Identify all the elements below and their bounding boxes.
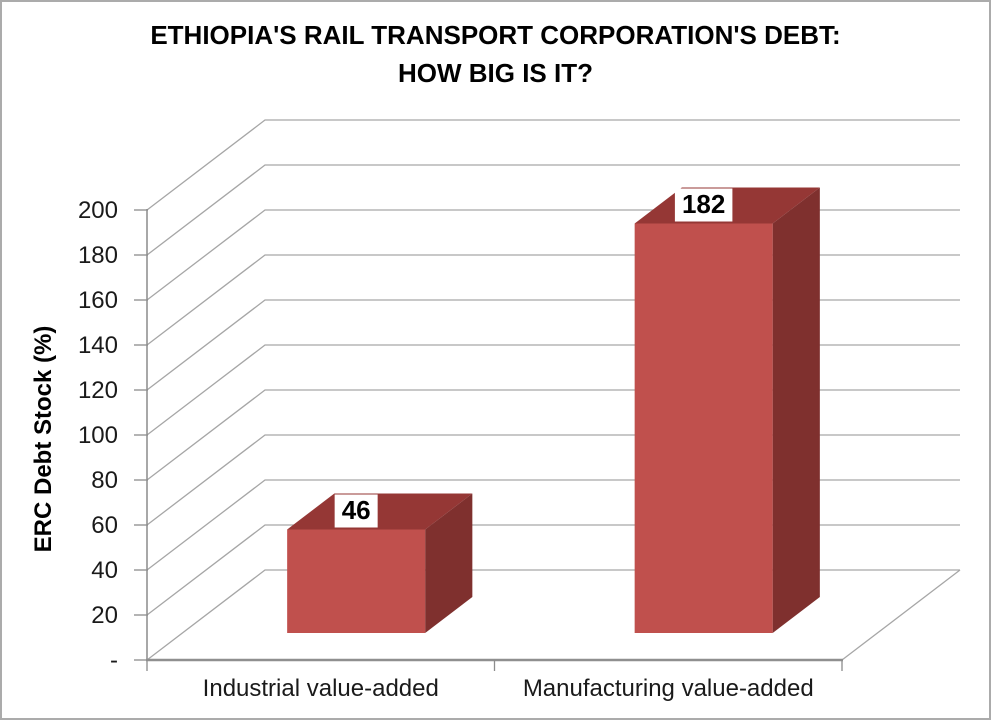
y-tick-label: 80	[91, 467, 118, 494]
y-tick-label: 40	[91, 557, 118, 584]
y-tick-label: 140	[78, 332, 118, 359]
gridline	[146, 119, 960, 211]
y-tick-label: 180	[78, 242, 118, 269]
y-tick-label: 60	[91, 512, 118, 539]
y-tick-label: 20	[91, 602, 118, 629]
x-category-label: Industrial value-added	[203, 675, 439, 702]
bar-side-face	[425, 493, 473, 633]
floor-right-edge	[841, 569, 961, 661]
chart-title-line-1: ETHIOPIA'S RAIL TRANSPORT CORPORATION'S …	[150, 20, 841, 50]
x-category-label: Manufacturing value-added	[523, 675, 814, 702]
y-tick-label: 120	[78, 377, 118, 404]
data-label: 182	[682, 189, 725, 219]
chart-title-line-2: HOW BIG IS IT?	[398, 58, 593, 88]
bar-top-face	[287, 493, 473, 530]
bar-front-face	[634, 223, 773, 633]
bar-side-face	[772, 187, 820, 633]
y-tick-label: 160	[78, 287, 118, 314]
y-tick-label: 200	[78, 197, 118, 224]
chart-title: ETHIOPIA'S RAIL TRANSPORT CORPORATION'S …	[2, 16, 989, 92]
gridline	[146, 164, 960, 256]
bar-front-face	[287, 529, 426, 633]
data-label-box	[674, 188, 733, 222]
gridline	[146, 569, 960, 661]
data-label-box	[334, 494, 378, 528]
y-tick-label: -	[110, 647, 118, 674]
data-label: 46	[342, 495, 371, 525]
y-tick-label: 100	[78, 422, 118, 449]
